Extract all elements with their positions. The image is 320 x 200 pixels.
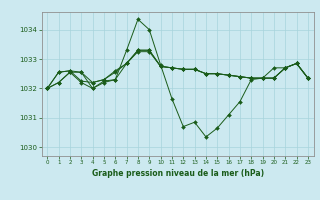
X-axis label: Graphe pression niveau de la mer (hPa): Graphe pression niveau de la mer (hPa) <box>92 169 264 178</box>
